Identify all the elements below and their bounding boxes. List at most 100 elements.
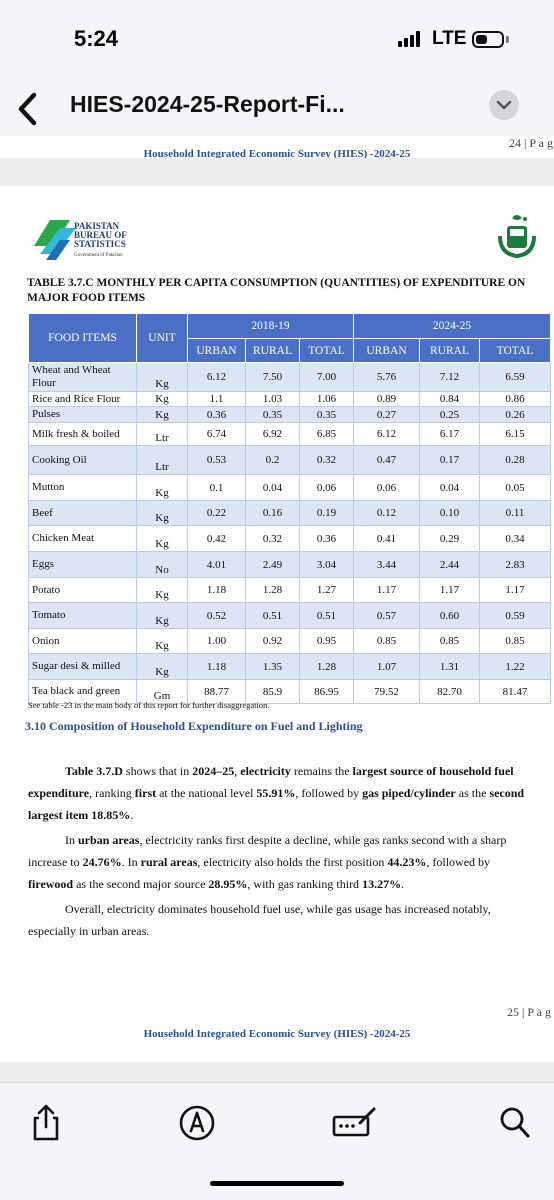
value-cell: 0.52 [187,602,246,629]
unit-cell: Kg [136,602,188,629]
value-cell: 7.50 [245,362,300,392]
logo-line2: BUREAU OF [74,230,127,240]
paragraph-line: largest item 18.85%. [28,804,554,826]
unit-cell: Kg [136,474,188,501]
value-cell: 1.35 [245,653,300,680]
logo-line1: PAKISTAN [74,221,120,231]
table-title: TABLE 3.7.C MONTHLY PER CAPITA CONSUMPTI… [27,276,554,306]
text-run: 44.23% [387,855,427,869]
unit-cell: Kg [136,391,188,407]
value-cell: 0.17 [419,445,481,475]
value-cell: 0.29 [419,525,481,552]
home-indicator [210,1181,344,1186]
page-footer-top: Household Integrated Economic Survey (HI… [143,148,411,160]
food-item-cell: Cooking Oil [28,445,137,475]
markup-icon[interactable] [177,1103,217,1143]
text-run: Overall, electricity dominates household… [65,902,491,916]
value-cell: 86.95 [298,679,355,704]
page-number-bottom: 25 | P a g [507,1005,551,1019]
battery-tip [506,36,509,43]
text-run: , followed by [426,855,491,869]
table-row: Cooking Oil Ltr 0.53 0.2 0.32 0.47 0.17 0.28 [28,445,552,475]
text-run: first [134,786,157,800]
section-heading: 3.10 Composition of Household Expenditur… [25,719,363,733]
value-cell: 0.59 [479,602,552,629]
text-run: rural areas [140,855,198,869]
value-cell: 4.01 [187,551,246,578]
logo-line3: STATISTICS [74,239,126,249]
value-cell: 0.89 [353,391,421,407]
value-cell: 7.00 [298,362,355,392]
food-item-cell: Pulses [28,406,137,423]
value-cell: 0.92 [245,628,300,654]
text-run: 24.76% [82,855,122,869]
value-cell: 5.76 [353,362,421,392]
text-run: 28.95% [208,877,248,891]
title-menu-button[interactable] [489,90,519,120]
column-header-2024-25: 2024-25 [353,313,552,339]
text-run: . [401,877,405,891]
table-row: Pulses Kg 0.36 0.35 0.35 0.27 0.25 0.26 [28,406,552,423]
table-row: Potato Kg 1.18 1.28 1.27 1.17 1.17 1.17 [28,577,552,603]
unit-cell: Kg [136,628,188,654]
pdf-document[interactable]: 24 | P a g Household Integrated Economic… [0,136,554,1082]
text-run: expenditure [28,786,90,800]
text-run: . [130,808,134,822]
food-consumption-table: FOOD ITEMS UNIT 2018-19 2024-25 URBAN RU… [28,313,552,704]
value-cell: 0.53 [187,445,246,475]
back-chevron-icon[interactable] [12,88,44,130]
document-title: HIES-2024-25-Report-Fi... [70,91,345,117]
value-cell: 1.18 [187,653,246,680]
text-run: , ranking [89,786,135,800]
value-cell: 0.47 [353,445,421,475]
value-cell: 0.85 [419,628,481,654]
value-cell: 0.26 [479,406,552,423]
table-row: Milk fresh & boiled Ltr 6.74 6.92 6.85 6.12 6.… [28,422,552,446]
paragraph-2: In urban areas, electricity ranks first … [28,829,554,895]
value-cell: 0.25 [419,406,481,423]
paragraph-line: firewood as the second major source 28.9… [28,873,554,895]
table-row: Rice and Rice Flour Kg 1.1 1.03 1.06 0.89 0.84… [28,391,552,407]
page-top [0,186,554,202]
food-item-cell: Tomato [28,602,137,629]
value-cell: 2.44 [419,551,481,578]
text-run: as the [455,786,490,800]
value-cell: 6.59 [479,362,552,392]
page-number-top: 24 | P a g [509,136,553,150]
value-cell: 0.32 [298,445,355,475]
food-item-cell: Beef [28,500,137,526]
value-cell: 0.86 [479,391,552,407]
text-run: , electricity ranks first despite a decl… [139,833,507,847]
value-cell: 3.44 [353,551,421,578]
value-cell: 79.52 [353,679,421,704]
value-cell: 6.17 [419,422,481,446]
status-bar: 5:24 LTE [0,0,554,82]
chevron-down-icon [496,100,512,110]
unit-cell: Kg [136,577,188,603]
search-icon[interactable] [495,1103,535,1143]
value-cell: 0.95 [298,628,355,654]
table-row: Beef Kg 0.22 0.16 0.19 0.12 0.10 0.11 [28,500,552,526]
table-row: Eggs No 4.01 2.49 3.04 3.44 2.44 2.83 [28,551,552,578]
value-cell: 0.2 [245,445,300,475]
annotate-icon[interactable] [332,1103,378,1143]
value-cell: 1.31 [419,653,481,680]
text-run: gas piped/cylinder [362,786,456,800]
column-header-2018-19: 2018-19 [186,313,355,339]
value-cell: 6.15 [479,422,552,446]
network-type: LTE [432,28,467,49]
text-run: especially in urban areas. [28,924,150,938]
value-cell: 0.22 [187,500,246,526]
pbs-logo-text: PAKISTAN BUREAU OF STATISTICS Government… [74,222,127,260]
text-run: urban areas [78,833,140,847]
food-item-cell: Mutton [28,474,137,501]
value-cell: 1.17 [353,577,421,603]
unit-cell: Gm [136,679,188,704]
battery-icon [472,31,504,48]
value-cell: 6.85 [298,422,355,446]
value-cell: 1.28 [245,577,300,603]
value-cell: 0.51 [298,602,355,629]
unit-cell: Ltr [136,422,188,446]
paragraph-line: Table 3.7.D shows that in 2024–25, elect… [28,760,554,782]
share-icon[interactable] [26,1103,66,1143]
